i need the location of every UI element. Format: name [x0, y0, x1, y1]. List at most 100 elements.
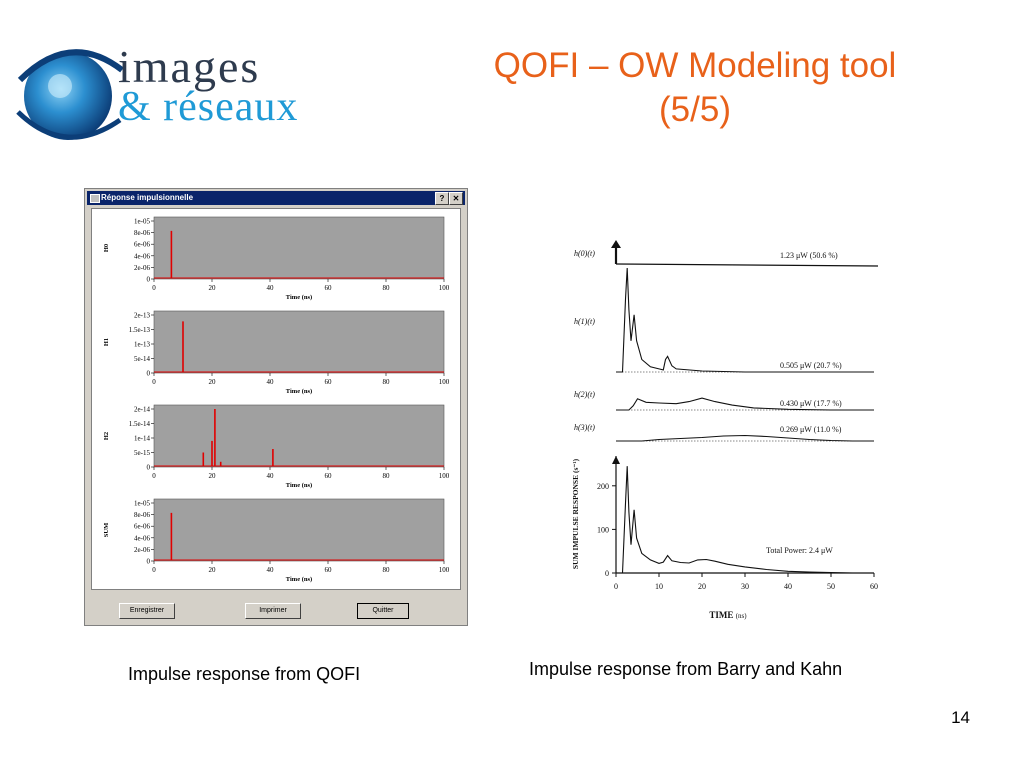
- x-tick-label: 40: [267, 472, 275, 480]
- globe-icon: [16, 49, 124, 140]
- x-axis-label: Time (ns): [286, 388, 312, 395]
- plot-background: [153, 498, 445, 562]
- y-tick-label: 0: [147, 558, 151, 566]
- qofi-chart-h1: 0 5e-14 1e-13 1.5e-13 2e-13 0 20 40 60 80 100 Time …: [103, 310, 450, 395]
- y-axis-arrow-icon: [612, 456, 620, 464]
- plot-background: [153, 404, 445, 468]
- y-axis-label: H2: [103, 432, 110, 440]
- caption-left: Impulse response from QOFI: [128, 664, 361, 684]
- x-tick-label: 60: [325, 284, 333, 292]
- kahn-x-tick-label: 10: [655, 582, 663, 591]
- x-tick-label: 100: [439, 472, 450, 480]
- x-tick-label: 80: [383, 566, 391, 574]
- h3-curve: [616, 434, 874, 442]
- print-button[interactable]: Imprimer: [245, 603, 301, 619]
- y-tick-label: 5e-15: [134, 449, 150, 457]
- h0-value: 1.23 μW (50.6 %): [780, 251, 838, 260]
- close-icon[interactable]: ✕: [449, 192, 463, 205]
- kahn-y-tick-label: 200: [597, 482, 609, 491]
- plot-background: [153, 310, 445, 374]
- x-tick-label: 20: [209, 472, 217, 480]
- y-axis-label: H1: [103, 338, 110, 346]
- kahn-x-tick-label: 50: [827, 582, 835, 591]
- y-tick-label: 0: [147, 276, 151, 284]
- window-menu-icon[interactable]: [90, 194, 100, 203]
- y-tick-label: 8e-06: [134, 511, 150, 519]
- h1-curve: [616, 267, 874, 373]
- kahn-y-tick-label: 100: [597, 525, 609, 534]
- window-titlebar[interactable]: Réponse impulsionnelle ? ✕: [87, 191, 465, 205]
- x-tick-label: 0: [152, 378, 156, 386]
- y-tick-label: 0: [147, 464, 151, 472]
- kahn-y-axis-label: SUM IMPULSE RESPONSE (s⁻¹): [571, 458, 580, 569]
- barry-kahn-figure: h(0)(t) 1.23 μW (50.6 %) h(1)(t) 0.505 μW (…: [571, 240, 879, 620]
- y-tick-label: 1e-14: [134, 435, 150, 443]
- h3-value: 0.269 μW (11.0 %): [780, 425, 842, 434]
- kahn-x-tick-label: 30: [741, 582, 749, 591]
- help-icon[interactable]: ?: [435, 192, 449, 205]
- kahn-y-tick-label: 0: [605, 569, 609, 578]
- h0-label: h(0)(t): [574, 249, 595, 258]
- plot-background: [153, 216, 445, 280]
- x-tick-label: 0: [152, 472, 156, 480]
- y-tick-label: 1.5e-14: [129, 420, 151, 428]
- y-tick-label: 4e-06: [134, 252, 150, 260]
- x-axis-label: Time (ns): [286, 482, 312, 489]
- plot-area: 0 2e-06 4e-06 6e-06 8e-06 1e-05 0 20 40 60 80 100 Ti…: [91, 208, 461, 590]
- h2-value: 0.430 μW (17.7 %): [780, 399, 842, 408]
- x-axis-label: Time (ns): [286, 294, 312, 301]
- title-line-1: QOFI – OW Modeling tool: [493, 46, 897, 85]
- kahn-x-axis-unit: (ns): [736, 612, 748, 620]
- x-tick-label: 100: [439, 284, 450, 292]
- y-tick-label: 2e-14: [134, 406, 150, 414]
- x-tick-label: 20: [209, 284, 217, 292]
- y-tick-label: 2e-13: [134, 312, 150, 320]
- kahn-x-axis-label: TIME (ns): [709, 610, 747, 620]
- page-number: 14: [951, 708, 970, 727]
- logo: images & réseaux: [16, 41, 298, 140]
- x-tick-label: 40: [267, 284, 275, 292]
- kahn-x-tick-label: 40: [784, 582, 792, 591]
- h0-arrow-icon: [611, 240, 621, 248]
- y-tick-label: 4e-06: [134, 534, 150, 542]
- total-power: Total Power: 2.4 μW: [766, 546, 833, 555]
- x-tick-label: 80: [383, 284, 391, 292]
- x-axis-label: Time (ns): [286, 576, 312, 583]
- slide-title: QOFI – OW Modeling tool (5/5): [440, 44, 950, 132]
- h0-line: [615, 263, 879, 267]
- logo-line2: & réseaux: [118, 84, 298, 130]
- title-line-2: (5/5): [659, 90, 731, 129]
- y-tick-label: 1e-13: [134, 341, 150, 349]
- y-tick-label: 5e-14: [134, 355, 150, 363]
- qofi-chart-h0: 0 2e-06 4e-06 6e-06 8e-06 1e-05 0 20 40 60 80 100 Ti…: [103, 216, 450, 301]
- h3-label: h(3)(t): [574, 423, 595, 432]
- x-tick-label: 80: [383, 378, 391, 386]
- y-tick-label: 2e-06: [134, 546, 150, 554]
- x-tick-label: 60: [325, 566, 333, 574]
- x-tick-label: 20: [209, 566, 217, 574]
- x-tick-label: 100: [439, 566, 450, 574]
- qofi-chart-h2: 0 5e-15 1e-14 1.5e-14 2e-14 0 20 40 60 80 100 Time …: [103, 404, 450, 489]
- qofi-chart-sum: 0 2e-06 4e-06 6e-06 8e-06 1e-05 0 20 40 60 80 100 Ti…: [103, 498, 450, 583]
- kahn-x-tick-label: 0: [614, 582, 618, 591]
- y-tick-label: 1e-05: [134, 218, 150, 226]
- y-axis-label: H0: [103, 244, 110, 252]
- caption-right: Impulse response from Barry and Kahn: [529, 659, 843, 679]
- quit-button[interactable]: Quitter: [357, 603, 409, 619]
- y-tick-label: 1e-05: [134, 500, 150, 508]
- kahn-x-tick-label: 60: [870, 582, 878, 591]
- h1-value: 0.505 μW (20.7 %): [780, 361, 842, 370]
- save-button[interactable]: Enregistrer: [119, 603, 175, 619]
- qofi-window: Réponse impulsionnelle ? ✕ 0 2e-06 4e-06 6e…: [84, 188, 468, 626]
- x-tick-label: 0: [152, 566, 156, 574]
- y-tick-label: 6e-06: [134, 241, 150, 249]
- window-title: Réponse impulsionnelle: [101, 193, 194, 202]
- y-tick-label: 2e-06: [134, 264, 150, 272]
- x-tick-label: 60: [325, 472, 333, 480]
- y-tick-label: 6e-06: [134, 523, 150, 531]
- logo-line1: images: [118, 41, 260, 92]
- y-tick-label: 1.5e-13: [129, 326, 151, 334]
- y-axis-label: SUM: [103, 523, 110, 537]
- y-tick-label: 0: [147, 370, 151, 378]
- x-tick-label: 0: [152, 284, 156, 292]
